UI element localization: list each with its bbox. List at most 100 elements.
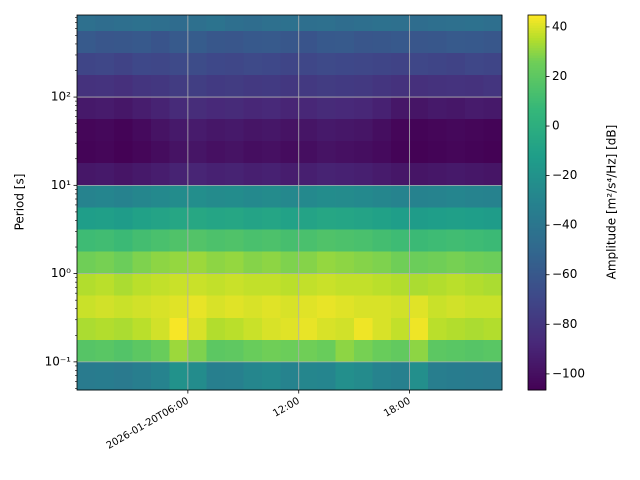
heatmap-cell — [132, 361, 152, 391]
heatmap-cell — [409, 141, 429, 164]
colorbar-swatch — [528, 37, 546, 41]
heatmap-cell — [354, 52, 374, 76]
heatmap-cell — [150, 52, 170, 76]
heatmap-cell — [113, 185, 133, 208]
heatmap-cell — [391, 229, 411, 252]
heatmap-cell — [187, 141, 207, 164]
heatmap-cell — [465, 52, 484, 76]
colorbar-swatch — [528, 342, 546, 346]
heatmap-cell — [95, 273, 115, 297]
heatmap-cell — [113, 141, 133, 164]
heatmap-cell — [335, 119, 355, 142]
colorbar-swatch — [528, 85, 546, 88]
heatmap-cell — [77, 273, 96, 297]
colorbar-tick-label: −40 — [552, 218, 577, 232]
heatmap-cell — [354, 97, 374, 120]
heatmap-cell — [335, 74, 355, 98]
heatmap-cell — [298, 97, 318, 120]
heatmap-cell — [465, 317, 484, 341]
heatmap-cell — [150, 141, 170, 164]
colorbar-swatch — [528, 75, 546, 78]
heatmap-cell — [483, 52, 503, 76]
colorbar-swatch — [528, 345, 546, 348]
colorbar-swatch — [528, 130, 546, 133]
heatmap-cell — [280, 119, 300, 142]
colorbar-swatch — [528, 250, 546, 253]
colorbar-swatch — [528, 195, 546, 198]
colorbar-swatch — [528, 50, 546, 53]
heatmap-cell — [465, 119, 484, 142]
heatmap-cell — [243, 251, 263, 275]
heatmap-cell — [335, 15, 355, 32]
heatmap-cell — [465, 141, 484, 164]
heatmap-cell — [77, 295, 96, 319]
heatmap-cell — [132, 185, 152, 208]
colorbar-swatch — [528, 375, 546, 378]
heatmap-cell — [280, 30, 300, 54]
colorbar-swatch — [528, 305, 546, 308]
heatmap-cell — [224, 141, 244, 164]
colorbar-swatch — [528, 322, 546, 326]
heatmap-cell — [132, 119, 152, 142]
colorbar-swatch — [528, 327, 546, 331]
heatmap-cell — [169, 163, 189, 186]
colorbar-swatch — [528, 102, 546, 106]
colorbar-swatch — [528, 47, 546, 51]
heatmap-cell — [298, 163, 318, 186]
colorbar-swatch — [528, 117, 546, 121]
colorbar-swatch — [528, 357, 546, 361]
heatmap-cell — [428, 52, 447, 76]
heatmap-cell — [409, 15, 429, 32]
heatmap-cell — [95, 15, 115, 32]
heatmap-cell — [261, 74, 281, 98]
heatmap-cell — [428, 141, 447, 164]
heatmap-cell — [206, 251, 226, 275]
heatmap-cell — [150, 361, 170, 391]
colorbar-swatch — [528, 382, 546, 386]
heatmap-cell — [428, 74, 447, 98]
heatmap-cell — [261, 185, 281, 208]
heatmap-cell — [446, 15, 466, 32]
heatmap-cell — [354, 185, 374, 208]
heatmap-cell — [372, 185, 392, 208]
heatmap-cell — [354, 119, 374, 142]
heatmap-cell — [243, 119, 263, 142]
colorbar-swatch — [528, 70, 546, 73]
heatmap-cell — [446, 30, 466, 54]
heatmap-cell — [261, 273, 281, 297]
heatmap-cell — [298, 295, 318, 319]
x-tick-label: 18:00 — [382, 396, 412, 420]
heatmap-cell — [335, 339, 355, 363]
heatmap-cell — [206, 361, 226, 391]
colorbar-swatch — [528, 157, 546, 161]
heatmap-cell — [335, 30, 355, 54]
colorbar-swatch — [528, 220, 546, 223]
colorbar-swatch — [528, 352, 546, 356]
x-tick-label: 12:00 — [271, 396, 301, 420]
colorbar-swatch — [528, 190, 546, 193]
heatmap-cell — [298, 119, 318, 142]
colorbar-swatch — [528, 207, 546, 211]
heatmap-cell — [428, 361, 447, 391]
heatmap-cell — [298, 30, 318, 54]
heatmap-cell — [317, 97, 337, 120]
colorbar-swatch — [528, 362, 546, 366]
heatmap-cell — [409, 163, 429, 186]
heatmap-cell — [169, 30, 189, 54]
heatmap-cell — [409, 30, 429, 54]
heatmap-cell — [95, 207, 115, 230]
heatmap-cell — [483, 163, 503, 186]
heatmap-cell — [77, 361, 96, 391]
colorbar-swatch — [528, 290, 546, 293]
heatmap-cell — [95, 185, 115, 208]
colorbar-swatch — [528, 247, 546, 251]
heatmap-cell — [372, 30, 392, 54]
heatmap-cell — [132, 74, 152, 98]
heatmap-cell — [113, 273, 133, 297]
heatmap-cell — [113, 163, 133, 186]
heatmap-cell — [298, 361, 318, 391]
heatmap-cell — [280, 339, 300, 363]
heatmap-cell — [280, 163, 300, 186]
heatmap-cell — [77, 141, 96, 164]
heatmap-cell — [391, 339, 411, 363]
